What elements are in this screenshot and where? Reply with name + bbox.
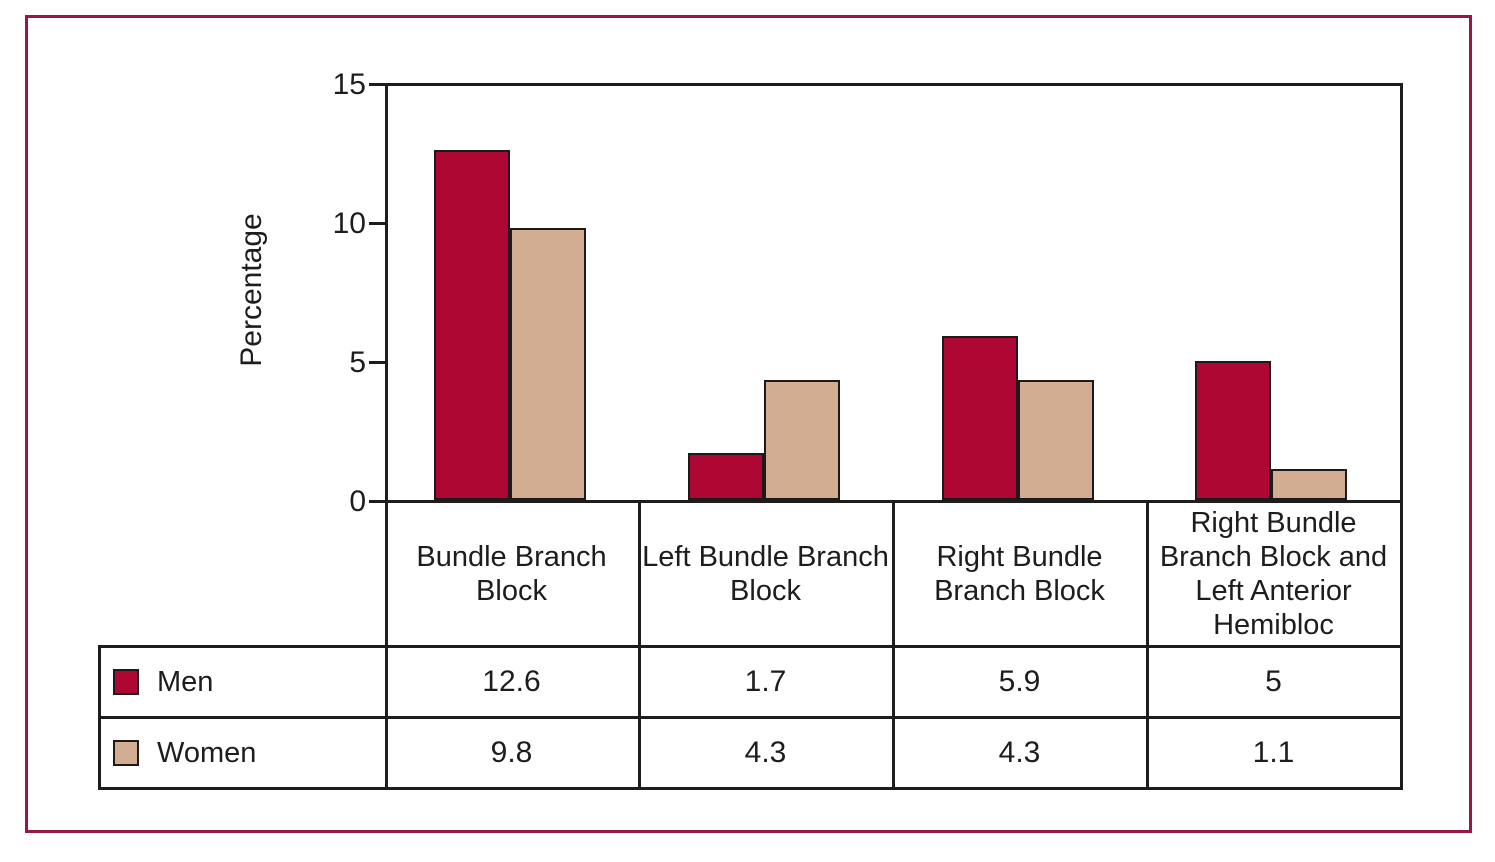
bar-men-rbbb-left-anterior-hemibloc — [1195, 361, 1272, 500]
table-value-women-2: 4.3 — [998, 736, 1041, 769]
table-value-women-0: 9.8 — [490, 736, 533, 769]
legend-label-women: Women — [157, 736, 257, 769]
plot-area — [385, 83, 1403, 503]
y-tick-mark-5 — [369, 361, 385, 364]
legend-row-women: Women — [101, 719, 385, 787]
bar-men-right-bundle-branch-block — [941, 335, 1018, 500]
plot-right-border — [1400, 83, 1403, 790]
bar-women-right-bundle-branch-block — [1017, 380, 1094, 500]
y-tick-label-0: 0 — [349, 484, 366, 518]
column-divider-3 — [1146, 503, 1149, 790]
y-tick-label-15: 15 — [332, 67, 366, 101]
y-tick-label-5: 5 — [349, 345, 366, 379]
plot-top-border — [385, 83, 1403, 86]
table-value-men-0: 12.6 — [482, 665, 541, 698]
women-color-swatch — [113, 740, 139, 766]
y-tick-mark-15 — [369, 83, 385, 86]
table-left-border — [98, 645, 101, 790]
table-row-divider — [98, 716, 1403, 719]
bar-women-rbbb-left-anterior-hemibloc — [1271, 469, 1348, 500]
y-axis-line — [385, 83, 388, 790]
bar-men-left-bundle-branch-block — [687, 452, 764, 500]
bar-men-bundle-branch-block — [434, 149, 510, 500]
legend-row-men: Men — [101, 648, 385, 716]
category-label: Bundle Branch Block — [416, 541, 607, 607]
table-value-men-3: 5 — [1265, 665, 1282, 698]
category-label: Right Bundle Branch Block — [934, 541, 1105, 607]
table-top-border — [98, 645, 1403, 648]
table-value-women-1: 4.3 — [744, 736, 787, 769]
bar-women-bundle-branch-block — [510, 227, 586, 500]
category-label: Left Bundle Branch Block — [642, 541, 889, 607]
table-value-women-3: 1.1 — [1252, 736, 1295, 769]
column-divider-1 — [638, 503, 641, 790]
category-cell-bundle-branch-block: Bundle Branch Block — [385, 503, 638, 645]
category-cell-right-bundle-branch-block: Right Bundle Branch Block — [893, 503, 1146, 645]
y-tick-mark-10 — [369, 222, 385, 225]
men-color-swatch — [113, 669, 139, 695]
category-cell-rbbb-left-anterior-hemibloc: Right Bundle Branch Block and Left Anter… — [1147, 503, 1400, 645]
y-tick-mark-0 — [369, 500, 385, 503]
bar-women-left-bundle-branch-block — [763, 380, 840, 500]
category-label: Right Bundle Branch Block and Left Anter… — [1159, 507, 1388, 641]
table-value-men-1: 1.7 — [744, 665, 787, 698]
table-bottom-border — [98, 787, 1403, 790]
table-value-men-2: 5.9 — [998, 665, 1041, 698]
x-axis-line — [385, 500, 1403, 503]
legend-label-men: Men — [157, 665, 214, 698]
y-tick-label-10: 10 — [332, 206, 366, 240]
category-cell-left-bundle-branch-block: Left Bundle Branch Block — [639, 503, 892, 645]
y-axis-title: Percentage — [235, 213, 268, 367]
column-divider-2 — [892, 503, 895, 790]
